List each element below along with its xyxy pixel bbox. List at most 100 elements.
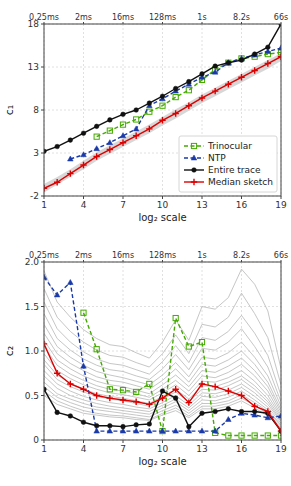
y-axis-label: c₂	[3, 346, 16, 356]
marker-circle	[252, 409, 257, 414]
marker-plus	[225, 388, 231, 394]
marker-circle	[160, 389, 165, 394]
y-tick-label: 8	[33, 105, 39, 115]
marker-triangle	[191, 155, 197, 160]
x-tick-label: 4	[81, 444, 87, 454]
marker-circle	[121, 112, 126, 117]
series-line	[44, 302, 281, 395]
marker-circle	[55, 410, 60, 415]
y-tick-label: 2.0	[25, 257, 40, 267]
marker-plus	[107, 146, 113, 152]
marker-circle	[147, 422, 152, 427]
marker-square	[226, 60, 231, 65]
marker-square	[134, 389, 139, 394]
series-line	[44, 269, 281, 369]
x2-tick	[202, 22, 203, 24]
marker-square	[186, 88, 191, 93]
x2-tick	[123, 22, 124, 24]
marker-square	[226, 433, 231, 438]
marker-square	[81, 310, 86, 315]
y-tick	[41, 196, 44, 197]
x-tick-label: 10	[157, 200, 169, 210]
x2-tick	[241, 22, 242, 24]
series-line	[97, 52, 281, 136]
marker-triangle	[160, 428, 166, 433]
marker-triangle	[81, 152, 87, 157]
marker-plus	[159, 117, 165, 123]
marker-plus	[107, 395, 113, 401]
marker-triangle	[226, 417, 232, 422]
plot-frame	[44, 24, 281, 196]
series-group	[44, 24, 281, 193]
x-axis-label: log₂ scale	[138, 456, 186, 467]
y-tick	[41, 262, 44, 263]
marker-plus	[54, 370, 60, 376]
marker-square	[94, 347, 99, 352]
marker-square	[160, 429, 165, 434]
marker-square	[134, 117, 139, 122]
marker-triangle	[94, 428, 100, 433]
legend-label: Trinocular	[207, 141, 252, 151]
series-line	[44, 289, 281, 385]
x-tick-label: 19	[275, 444, 287, 454]
marker-triangle	[120, 133, 126, 138]
y-tick	[41, 306, 44, 307]
series-line	[44, 24, 281, 151]
marker-triangle	[68, 156, 74, 161]
band-area	[44, 53, 281, 192]
series-line	[44, 382, 281, 425]
x2-tick-label: 1s	[197, 251, 206, 260]
x2-tick-label: 1s	[197, 13, 206, 22]
marker-square	[120, 122, 125, 127]
marker-plus	[265, 60, 271, 66]
x-tick	[162, 196, 163, 199]
marker-square	[120, 388, 125, 393]
marker-circle	[94, 124, 99, 129]
marker-circle	[266, 45, 271, 50]
x2-tick-label: 8.2s	[233, 251, 250, 260]
marker-circle	[81, 420, 86, 425]
chart-svg: 147101316190.25ms2ms16ms128ms1s8.2s66s-2…	[0, 0, 291, 486]
legend-label: NTP	[208, 153, 226, 163]
x2-tick	[123, 260, 124, 262]
marker-triangle	[68, 279, 74, 284]
marker-triangle	[212, 69, 218, 74]
marker-square	[173, 315, 178, 320]
marker-triangle	[173, 428, 179, 433]
x-tick-label: 7	[120, 200, 126, 210]
series-line	[44, 389, 281, 431]
x2-tick	[162, 22, 163, 24]
marker-triangle	[212, 428, 218, 433]
legend-label: Entire trace	[208, 165, 261, 175]
legend-swatch	[184, 145, 204, 146]
x2-tick-label: 8.2s	[233, 13, 250, 22]
marker-triangle	[54, 292, 60, 297]
grid-line-y	[44, 306, 281, 307]
legend-label: Median sketch	[208, 177, 273, 187]
x-tick	[202, 440, 203, 443]
marker-circle	[226, 60, 231, 65]
marker-plus	[186, 399, 192, 405]
x2-tick	[281, 22, 282, 24]
marker-plus	[133, 399, 139, 405]
marker-triangle	[133, 126, 139, 131]
marker-triangle	[107, 140, 113, 145]
marker-triangle	[147, 428, 153, 433]
series-line	[70, 48, 281, 159]
marker-square	[199, 340, 204, 345]
x2-tick	[202, 260, 203, 262]
x-tick	[281, 196, 282, 199]
panel: 147101316190.25ms2ms16ms128ms1s8.2s66s-2…	[3, 13, 288, 223]
x-tick-label: 1	[41, 444, 47, 454]
x-tick-label: 16	[236, 444, 248, 454]
grid	[44, 262, 281, 440]
x-tick	[241, 196, 242, 199]
marker-plus	[251, 403, 257, 409]
marker-square	[94, 134, 99, 139]
marker-square	[173, 95, 178, 100]
grid-line-x	[123, 24, 124, 196]
series-line	[44, 344, 281, 431]
marker-square	[107, 128, 112, 133]
marker-circle	[68, 138, 73, 143]
x2-tick-label: 16ms	[112, 13, 134, 22]
